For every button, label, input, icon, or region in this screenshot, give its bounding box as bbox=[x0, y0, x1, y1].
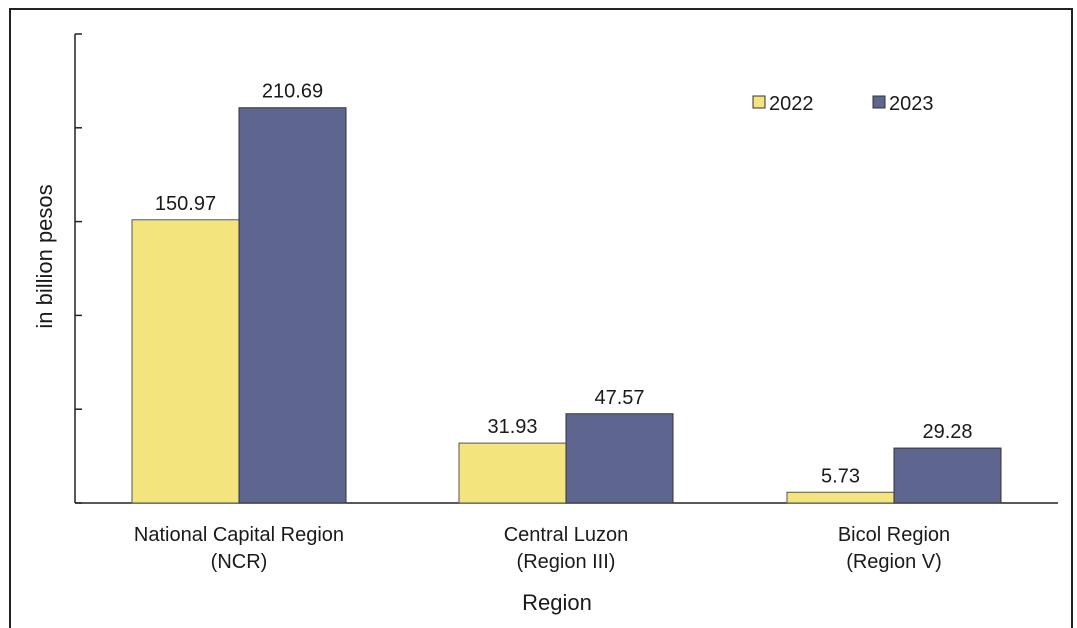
bar-2023-0 bbox=[238, 107, 347, 504]
legend-label-2023: 2023 bbox=[889, 93, 934, 115]
bars bbox=[131, 107, 1002, 504]
legend-swatch-2022 bbox=[752, 95, 766, 109]
category-labels: National Capital Region (NCR) Central Luzo… bbox=[134, 524, 950, 573]
value-label-2022-0: 150.97 bbox=[155, 193, 216, 215]
value-label-2023-2: 29.28 bbox=[922, 421, 972, 443]
category-label-1-line-0: Central Luzon bbox=[504, 524, 629, 546]
value-label-2022-2: 5.73 bbox=[821, 465, 860, 487]
y-axis bbox=[74, 33, 82, 504]
legend: 2022 2023 bbox=[752, 93, 934, 115]
chart-frame bbox=[9, 8, 1073, 628]
category-label-0-line-1: (NCR) bbox=[211, 551, 268, 573]
x-axis-title: Region bbox=[522, 590, 592, 615]
category-label-2-line-0: Bicol Region bbox=[838, 524, 950, 546]
category-label-1-line-1: (Region III) bbox=[517, 551, 616, 573]
bar-2023-1 bbox=[565, 413, 674, 504]
bar-2022-2 bbox=[786, 491, 895, 504]
bar-2022-0 bbox=[131, 219, 240, 504]
y-axis-title: in billion pesos bbox=[32, 184, 57, 328]
value-label-2023-0: 210.69 bbox=[262, 81, 323, 103]
value-label-2023-1: 47.57 bbox=[594, 387, 644, 409]
bar-2022-1 bbox=[458, 442, 567, 504]
category-label-0-line-0: National Capital Region bbox=[134, 524, 344, 546]
value-labels: 150.97 31.93 5.73 210.69 47.57 29.28 bbox=[155, 81, 973, 488]
bar-2023-2 bbox=[893, 447, 1002, 504]
legend-swatch-2023 bbox=[872, 95, 886, 109]
value-label-2022-1: 31.93 bbox=[487, 416, 537, 438]
legend-label-2022: 2022 bbox=[769, 93, 814, 115]
category-label-2-line-1: (Region V) bbox=[846, 551, 942, 573]
